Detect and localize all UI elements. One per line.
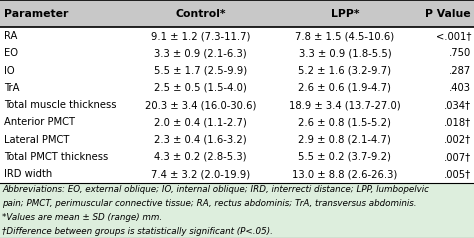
Text: pain; PMCT, perimuscular connective tissue; RA, rectus abdominis; TrA, transvers: pain; PMCT, perimuscular connective tiss… xyxy=(2,199,417,208)
Text: .018†: .018† xyxy=(444,117,471,127)
Text: IRD width: IRD width xyxy=(4,169,52,179)
Text: .007†: .007† xyxy=(444,152,471,162)
Text: 2.6 ± 0.8 (1.5-5.2): 2.6 ± 0.8 (1.5-5.2) xyxy=(299,117,391,127)
Text: .403: .403 xyxy=(449,83,471,93)
Text: 5.5 ± 1.7 (2.5-9.9): 5.5 ± 1.7 (2.5-9.9) xyxy=(154,65,247,75)
Text: 2.5 ± 0.5 (1.5-4.0): 2.5 ± 0.5 (1.5-4.0) xyxy=(154,83,246,93)
Text: †Difference between groups is statistically significant (P<.05).: †Difference between groups is statistica… xyxy=(2,227,273,236)
Text: Control*: Control* xyxy=(175,9,226,19)
Bar xyxy=(0,183,474,238)
Text: .002†: .002† xyxy=(444,135,471,145)
Text: RA: RA xyxy=(4,31,17,41)
Text: Parameter: Parameter xyxy=(4,9,68,19)
Text: LPP*: LPP* xyxy=(330,9,359,19)
Text: 18.9 ± 3.4 (13.7-27.0): 18.9 ± 3.4 (13.7-27.0) xyxy=(289,100,401,110)
Text: Anterior PMCT: Anterior PMCT xyxy=(4,117,75,127)
Text: 2.6 ± 0.6 (1.9-4.7): 2.6 ± 0.6 (1.9-4.7) xyxy=(299,83,391,93)
Text: .034†: .034† xyxy=(444,100,471,110)
Text: 7.4 ± 3.2 (2.0-19.9): 7.4 ± 3.2 (2.0-19.9) xyxy=(151,169,250,179)
Text: .005†: .005† xyxy=(444,169,471,179)
Text: 2.0 ± 0.4 (1.1-2.7): 2.0 ± 0.4 (1.1-2.7) xyxy=(154,117,246,127)
Bar xyxy=(0,0,474,27)
Text: TrA: TrA xyxy=(4,83,19,93)
Text: .287: .287 xyxy=(449,65,471,75)
Text: Total muscle thickness: Total muscle thickness xyxy=(4,100,116,110)
Text: Total PMCT thickness: Total PMCT thickness xyxy=(4,152,108,162)
Text: 9.1 ± 1.2 (7.3-11.7): 9.1 ± 1.2 (7.3-11.7) xyxy=(151,31,250,41)
Text: Lateral PMCT: Lateral PMCT xyxy=(4,135,69,145)
Text: .750: .750 xyxy=(449,48,471,58)
Text: *Values are mean ± SD (range) mm.: *Values are mean ± SD (range) mm. xyxy=(2,213,163,222)
Text: 13.0 ± 8.8 (2.6-26.3): 13.0 ± 8.8 (2.6-26.3) xyxy=(292,169,398,179)
Text: 5.5 ± 0.2 (3.7-9.2): 5.5 ± 0.2 (3.7-9.2) xyxy=(299,152,391,162)
Text: 7.8 ± 1.5 (4.5-10.6): 7.8 ± 1.5 (4.5-10.6) xyxy=(295,31,394,41)
Text: 2.3 ± 0.4 (1.6-3.2): 2.3 ± 0.4 (1.6-3.2) xyxy=(154,135,246,145)
Text: 4.3 ± 0.2 (2.8-5.3): 4.3 ± 0.2 (2.8-5.3) xyxy=(154,152,246,162)
Text: <.001†: <.001† xyxy=(436,31,471,41)
Text: 2.9 ± 0.8 (2.1-4.7): 2.9 ± 0.8 (2.1-4.7) xyxy=(299,135,391,145)
Text: 3.3 ± 0.9 (1.8-5.5): 3.3 ± 0.9 (1.8-5.5) xyxy=(299,48,391,58)
Text: P Value: P Value xyxy=(425,9,470,19)
Text: EO: EO xyxy=(4,48,18,58)
Text: IO: IO xyxy=(4,65,14,75)
Text: Abbreviations: EO, external oblique; IO, internal oblique; IRD, interrecti dista: Abbreviations: EO, external oblique; IO,… xyxy=(2,185,429,194)
Text: 20.3 ± 3.4 (16.0-30.6): 20.3 ± 3.4 (16.0-30.6) xyxy=(145,100,256,110)
Text: 3.3 ± 0.9 (2.1-6.3): 3.3 ± 0.9 (2.1-6.3) xyxy=(154,48,246,58)
Text: 5.2 ± 1.6 (3.2-9.7): 5.2 ± 1.6 (3.2-9.7) xyxy=(298,65,392,75)
